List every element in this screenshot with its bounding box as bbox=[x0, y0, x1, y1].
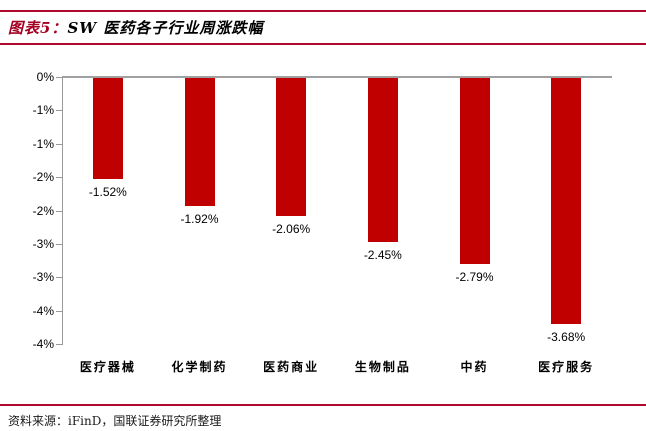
figure-title: 图表5：SW 医药各子行业周涨跌幅 bbox=[8, 17, 638, 38]
bar-value-label: -1.92% bbox=[180, 212, 219, 227]
bar-value-label: -3.68% bbox=[547, 329, 586, 344]
title-bottom-rule bbox=[0, 43, 646, 45]
y-axis-tick-label: -4% bbox=[32, 303, 54, 318]
figure-title-text: SW 医药各子行业周涨跌幅 bbox=[67, 19, 264, 37]
category-label: 化学制药 bbox=[171, 360, 228, 374]
source-text: iFinD，国联证券研究所整理 bbox=[68, 414, 222, 428]
category-label: 医药商业 bbox=[263, 360, 320, 374]
bar-value-label: -2.45% bbox=[363, 247, 402, 262]
y-axis-tick-mark bbox=[56, 210, 62, 212]
bar bbox=[551, 78, 582, 324]
y-axis-tick-mark bbox=[56, 310, 62, 312]
bar bbox=[276, 78, 307, 216]
y-axis-tick-label: -1% bbox=[32, 136, 54, 151]
y-axis-tick-mark bbox=[56, 77, 62, 78]
y-axis-tick-mark bbox=[56, 277, 62, 279]
category-label: 中药 bbox=[460, 360, 489, 374]
y-axis-line bbox=[62, 77, 63, 345]
y-axis-tick-label: -3% bbox=[32, 270, 54, 285]
y-axis-tick-mark bbox=[56, 243, 62, 245]
y-axis-tick-mark bbox=[56, 110, 62, 112]
y-axis-tick-label: -3% bbox=[32, 236, 54, 251]
source-label: 资料来源： bbox=[8, 414, 69, 428]
top-rule bbox=[0, 10, 646, 12]
bar bbox=[184, 78, 215, 207]
zero-baseline bbox=[62, 76, 612, 78]
bar bbox=[92, 78, 123, 180]
y-axis-tick-label: -2% bbox=[32, 170, 54, 185]
y-axis-tick-label: -1% bbox=[32, 103, 54, 118]
y-axis-tick-label: 0% bbox=[36, 70, 54, 84]
y-axis-tick-mark bbox=[56, 177, 62, 179]
source-line: 资料来源：iFinD，国联证券研究所整理 bbox=[8, 412, 638, 429]
y-axis-tick-label: -4% bbox=[32, 337, 54, 351]
figure-number-label: 图表5： bbox=[8, 19, 68, 37]
bar bbox=[459, 78, 490, 265]
category-label: 医疗器械 bbox=[79, 360, 136, 374]
bar-chart: 0% -1% -1% -2% -2% -3% -3% -4% -4% -1.52% 医疗器械 -1.9… bbox=[0, 60, 646, 380]
bar bbox=[367, 78, 398, 242]
footer-rule bbox=[0, 404, 646, 406]
category-label: 生物制品 bbox=[354, 360, 411, 374]
bar-value-label: -2.06% bbox=[272, 221, 311, 236]
y-axis-tick-mark bbox=[56, 143, 62, 145]
bar-value-label: -2.79% bbox=[455, 270, 494, 285]
category-label: 医疗服务 bbox=[538, 360, 595, 374]
y-axis-tick-label: -2% bbox=[32, 203, 54, 218]
y-axis-tick-mark bbox=[56, 344, 62, 345]
bar-value-label: -1.52% bbox=[88, 185, 127, 200]
